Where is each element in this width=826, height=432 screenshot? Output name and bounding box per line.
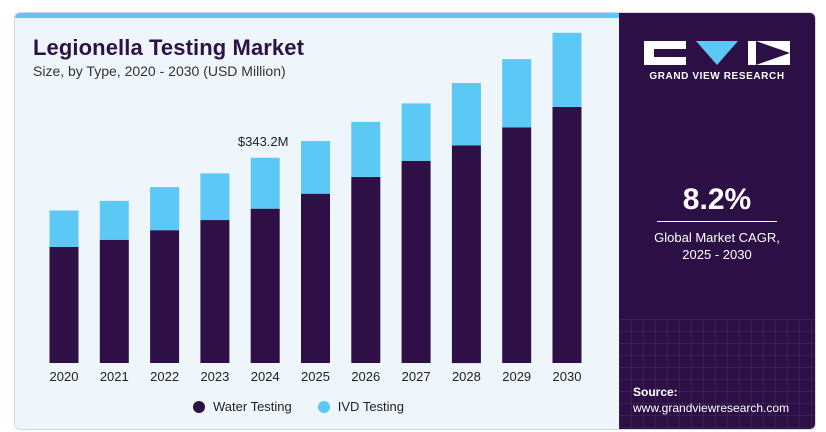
bar-ivd-testing-2028 (451, 83, 481, 146)
bar-water-testing-2023 (200, 220, 230, 363)
bar-water-testing-2025 (301, 193, 330, 363)
decorative-grid (619, 319, 815, 429)
gvr-logo-icon (644, 41, 790, 65)
bar-ivd-testing-2022 (150, 187, 180, 231)
bar-water-testing-2027 (401, 160, 431, 363)
stacked-bar-chart: 2020 2021 2022 2023 2024 $343.2M 2025 2026 2027 2… (49, 32, 582, 384)
cagr-divider (657, 221, 777, 222)
legend-label-water-testing: Water Testing (213, 399, 292, 414)
bar-water-testing-2030 (552, 107, 582, 363)
brand-name: GRAND VIEW RESEARCH (649, 71, 785, 82)
bar-ivd-testing-2025 (301, 141, 330, 194)
x-tick-label-2026: 2026 (351, 369, 380, 384)
bar-water-testing-2024 (250, 208, 280, 363)
bar-ivd-testing-2030 (552, 32, 582, 107)
x-tick-label-2030: 2030 (553, 369, 582, 384)
bar-ivd-testing-2029 (502, 59, 532, 128)
bar-water-testing-2028 (451, 145, 481, 364)
legend-label-ivd-testing: IVD Testing (337, 399, 405, 414)
x-tick-label-2022: 2022 (150, 369, 179, 384)
x-tick-label-2027: 2027 (402, 369, 431, 384)
bar-ivd-testing-2023 (200, 173, 230, 221)
x-tick-label-2023: 2023 (200, 369, 229, 384)
cagr-label-line-2: 2025 - 2030 (682, 247, 752, 262)
legend-swatch-water-testing (193, 400, 205, 413)
x-tick-label-2028: 2028 (452, 369, 481, 384)
legend-item-water-testing: Water Testing (193, 399, 292, 414)
bar-ivd-testing-2021 (99, 200, 129, 240)
x-tick-label-2020: 2020 (50, 369, 79, 384)
x-tick-label-2021: 2021 (100, 369, 129, 384)
cagr-label-line-1: Global Market CAGR, (654, 230, 780, 245)
cagr-label: Global Market CAGR, 2025 - 2030 (619, 229, 815, 263)
bar-ivd-testing-2027 (401, 103, 431, 161)
legend-item-ivd-testing: IVD Testing (317, 399, 405, 414)
x-tick-label-2029: 2029 (502, 369, 531, 384)
bar-water-testing-2022 (150, 230, 180, 363)
bar-water-testing-2021 (99, 239, 129, 363)
x-tick-label-2025: 2025 (301, 369, 330, 384)
chart-subtitle: Size, by Type, 2020 - 2030 (USD Million) (33, 63, 286, 79)
bar-ivd-testing-2020 (49, 210, 79, 247)
chart-legend: Water Testing IVD Testing (193, 399, 430, 414)
bar-water-testing-2020 (49, 246, 79, 363)
bar-water-testing-2029 (502, 127, 532, 363)
side-panel: GRAND VIEW RESEARCH 8.2% Global Market C… (619, 13, 815, 429)
source-title: Source: (633, 385, 678, 399)
x-tick-label-2024: 2024 (251, 369, 280, 384)
cagr-value: 8.2% (682, 183, 752, 216)
source-url[interactable]: www.grandviewresearch.com (633, 401, 790, 415)
accent-bar (15, 13, 619, 18)
bar-water-testing-2026 (351, 177, 381, 363)
legend-swatch-ivd-testing (317, 400, 330, 413)
bar-ivd-testing-2026 (351, 121, 381, 177)
chart-card: Legionella Testing Market Size, by Type,… (14, 12, 816, 430)
chart-title: Legionella Testing Market (33, 35, 305, 60)
data-label-2024: $343.2M (238, 134, 289, 149)
bar-ivd-testing-2024 (250, 157, 280, 209)
